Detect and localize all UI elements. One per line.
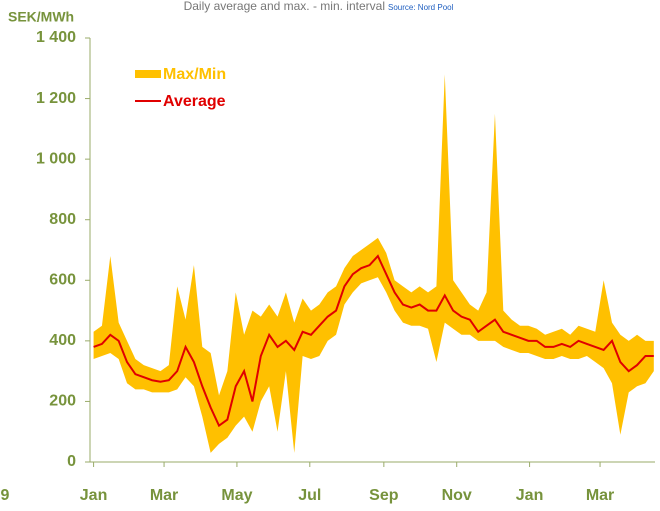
y-tick-label: 0 <box>67 453 76 470</box>
legend-label: Max/Min <box>163 66 226 83</box>
y-tick-label: 800 <box>49 211 76 228</box>
x-tick-label: May <box>221 487 252 504</box>
y-tick-label: 200 <box>49 393 76 410</box>
x-label-fragment: 9 <box>1 487 10 504</box>
legend-label: Average <box>163 93 226 110</box>
x-tick-label: Mar <box>150 487 178 504</box>
y-tick-label: 600 <box>49 272 76 289</box>
max-min-band <box>93 74 654 453</box>
y-tick-label: 1 400 <box>36 29 76 46</box>
y-tick-label: 1 200 <box>36 90 76 107</box>
x-tick-label: Mar <box>586 487 614 504</box>
chart-title: Daily average and max. - min. interval <box>184 0 385 13</box>
x-tick-label: Nov <box>442 487 472 504</box>
y-tick-label: 400 <box>49 332 76 349</box>
x-tick-label: Jul <box>298 487 321 504</box>
x-tick-label: Jan <box>80 487 108 504</box>
legend-swatch <box>135 70 161 78</box>
source: Source: Nord Pool <box>388 3 454 12</box>
y-axis-label: SEK/MWh <box>8 9 74 25</box>
x-tick-label: Sep <box>369 487 399 504</box>
y-tick-label: 1 000 <box>36 150 76 167</box>
average-line <box>93 254 654 428</box>
x-tick-label: Jan <box>516 487 544 504</box>
